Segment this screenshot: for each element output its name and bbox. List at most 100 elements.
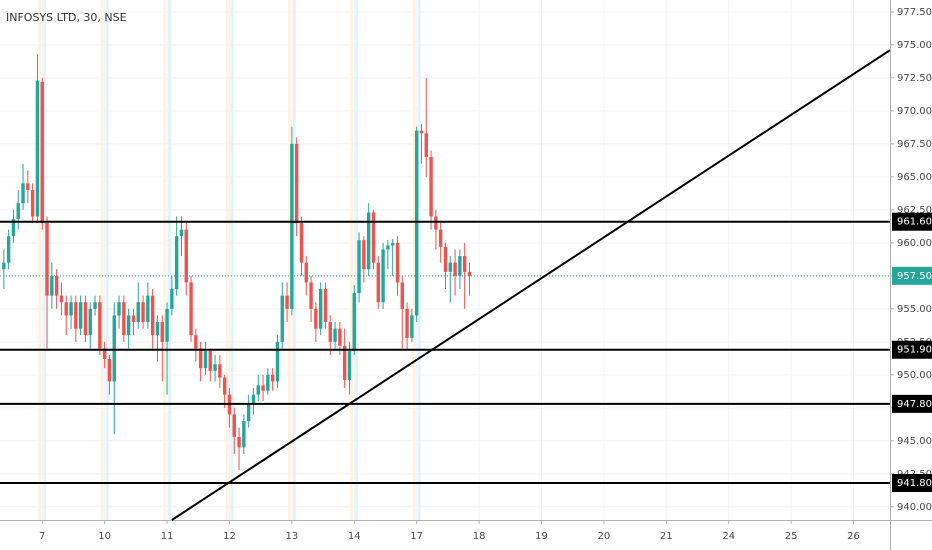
- level-label-box: [892, 212, 932, 231]
- y-tick-label: 955.00: [897, 304, 932, 315]
- candle-body: [434, 216, 438, 230]
- candle-body: [146, 295, 150, 323]
- level-label: 947.80: [897, 399, 932, 410]
- candle-body: [366, 212, 371, 270]
- candle-body: [395, 242, 400, 283]
- session-break: [168, 0, 172, 520]
- candle-body: [50, 275, 54, 296]
- candle-body: [323, 289, 328, 323]
- x-tick-label: 13: [285, 531, 298, 542]
- candle-body: [232, 414, 236, 437]
- x-tick-label: 14: [348, 531, 361, 542]
- candle-body: [93, 302, 97, 309]
- level-label: 961.60: [897, 217, 932, 228]
- x-tick-label: 11: [161, 531, 174, 542]
- level-label: 941.80: [897, 478, 932, 489]
- candle-body: [122, 302, 126, 336]
- x-tick-label: 7: [39, 531, 45, 542]
- candle-body: [438, 229, 443, 247]
- candle-body: [6, 236, 11, 263]
- candle-body: [26, 183, 30, 191]
- level-label: 951.90: [897, 345, 932, 356]
- candle-body: [458, 256, 462, 276]
- session-break: [100, 0, 104, 520]
- candle-body: [40, 81, 44, 224]
- candle-body: [30, 190, 35, 217]
- candle-body: [400, 282, 404, 309]
- session-break: [350, 0, 354, 520]
- session-break: [355, 0, 359, 520]
- candle-body: [165, 308, 169, 342]
- y-tick-label: 945.00: [897, 436, 932, 447]
- y-tick-label: 960.00: [897, 238, 932, 249]
- candle-body: [405, 308, 409, 338]
- candle-body: [338, 328, 342, 346]
- candle-body: [213, 364, 217, 371]
- candle-body: [54, 275, 59, 296]
- session-break: [225, 0, 229, 520]
- candle-body: [131, 315, 136, 323]
- candle-body: [299, 223, 304, 263]
- candle-body: [280, 295, 284, 342]
- y-tick-label: 977.50: [897, 7, 932, 18]
- candle-body: [112, 315, 116, 382]
- candle-body: [386, 245, 390, 250]
- x-tick-label: 19: [535, 531, 548, 542]
- session-break: [292, 0, 296, 520]
- x-tick-label: 12: [223, 531, 236, 542]
- candle-body: [285, 295, 289, 309]
- candle-body: [347, 351, 352, 381]
- candle-body: [194, 335, 198, 349]
- x-tick-label: 26: [847, 531, 860, 542]
- chart-title: INFOSYS LTD, 30, NSE: [6, 11, 127, 24]
- session-break: [105, 0, 109, 520]
- candle-body: [424, 133, 428, 158]
- candle-body: [390, 242, 395, 246]
- level-label-box: [892, 340, 932, 359]
- candle-body: [160, 322, 164, 342]
- x-tick-label: 21: [660, 531, 673, 542]
- y-tick-label: 950.00: [897, 370, 932, 381]
- candle-body: [141, 302, 145, 323]
- session-break: [230, 0, 234, 520]
- candle-body: [218, 364, 222, 378]
- candle-body: [45, 223, 49, 296]
- last-price-label: 957.50: [897, 271, 932, 282]
- candle-body: [314, 308, 318, 329]
- candle-body: [266, 374, 270, 391]
- candle-body: [102, 348, 107, 359]
- candle-body: [189, 282, 193, 336]
- candle-body: [362, 240, 366, 270]
- candle-body: [126, 315, 131, 336]
- candle-body: [78, 302, 83, 329]
- candle-body: [59, 295, 64, 303]
- candle-body: [74, 302, 78, 329]
- session-break: [412, 0, 416, 520]
- trend-line: [171, 49, 891, 521]
- x-tick-label: 18: [473, 531, 486, 542]
- candle-body: [357, 240, 361, 293]
- candle-body: [429, 157, 433, 217]
- candle-body: [261, 385, 265, 391]
- candle-body: [453, 262, 457, 276]
- last-price-box: [892, 266, 932, 285]
- candle-body: [376, 262, 380, 303]
- candle-body: [107, 358, 112, 382]
- x-tick-label: 25: [785, 531, 798, 542]
- candle-body: [342, 345, 347, 381]
- session-break: [417, 0, 421, 520]
- candle-body: [270, 374, 275, 382]
- candle-body: [381, 249, 385, 303]
- session-break: [287, 0, 291, 520]
- candle-body: [198, 348, 203, 369]
- candle-body: [309, 282, 313, 309]
- candle-body: [352, 292, 356, 352]
- candle-body: [448, 262, 452, 272]
- candle-body: [16, 203, 20, 220]
- candle-body: [318, 289, 323, 329]
- candle-body: [333, 328, 337, 342]
- candle-body: [170, 289, 174, 309]
- candle-body: [64, 302, 68, 316]
